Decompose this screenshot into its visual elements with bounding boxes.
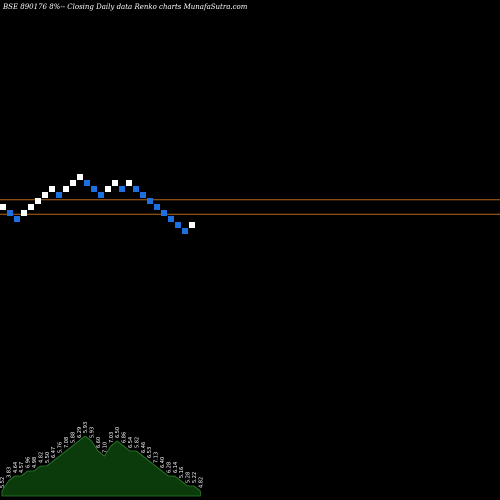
brick-11 bbox=[77, 174, 83, 180]
volume-label-0: 5.52 bbox=[0, 477, 6, 488]
volume-label-15: 6.60 bbox=[96, 437, 102, 448]
volume-label-27: 6.14 bbox=[173, 462, 179, 473]
volume-label-20: 6.54 bbox=[128, 437, 134, 448]
brick-24 bbox=[168, 216, 174, 222]
volume-label-3: 4.57 bbox=[19, 462, 25, 473]
brick-6 bbox=[42, 192, 48, 198]
brick-14 bbox=[98, 192, 104, 198]
brick-0 bbox=[0, 204, 6, 210]
brick-12 bbox=[84, 180, 90, 186]
volume-label-21: 5.82 bbox=[134, 437, 140, 448]
brick-15 bbox=[105, 186, 111, 192]
volume-label-19: 6.86 bbox=[122, 432, 128, 443]
volume-label-5: 4.98 bbox=[32, 457, 38, 468]
volume-panel: 5.523.83 4.64 4.57 6.96 4.98 4.82 5.50 6.47 5.76… bbox=[0, 422, 204, 497]
brick-9 bbox=[63, 186, 69, 192]
brick-17 bbox=[119, 186, 125, 192]
volume-label-12: 6.29 bbox=[77, 427, 83, 438]
volume-label-16: 7.10 bbox=[102, 442, 108, 453]
volume-label-29: 5.28 bbox=[186, 472, 192, 483]
chart-title: BSE 890176 8%-- Closing Daily data Renko… bbox=[2, 3, 248, 11]
brick-2 bbox=[14, 216, 20, 222]
brick-22 bbox=[154, 204, 160, 210]
volume-label-31: 4.82 bbox=[198, 477, 204, 488]
brick-21 bbox=[147, 198, 153, 204]
volume-label-18: 6.50 bbox=[115, 427, 121, 438]
volume-label-25: 6.40 bbox=[160, 457, 166, 468]
level-lines bbox=[0, 199, 500, 215]
renko-bricks bbox=[0, 174, 195, 234]
brick-8 bbox=[56, 192, 62, 198]
volume-label-26: 6.28 bbox=[166, 462, 172, 473]
volume-label-13: 5.93 bbox=[83, 422, 89, 433]
volume-label-1: 3.83 bbox=[6, 467, 12, 478]
volume-label-4: 6.96 bbox=[26, 457, 32, 468]
brick-25 bbox=[175, 222, 181, 228]
volume-label-14: 5.93 bbox=[90, 427, 96, 438]
brick-7 bbox=[49, 186, 55, 192]
volume-area bbox=[1, 435, 201, 497]
volume-label-6: 4.82 bbox=[38, 452, 44, 463]
brick-16 bbox=[112, 180, 118, 186]
brick-26 bbox=[182, 228, 188, 234]
volume-label-2: 4.64 bbox=[13, 462, 19, 473]
brick-1 bbox=[7, 210, 13, 216]
volume-label-8: 6.47 bbox=[51, 447, 57, 458]
brick-4 bbox=[28, 204, 34, 210]
volume-label-11: 5.88 bbox=[70, 432, 76, 443]
brick-27 bbox=[189, 222, 195, 228]
brick-23 bbox=[161, 210, 167, 216]
volume-label-7: 5.50 bbox=[45, 452, 51, 463]
brick-10 bbox=[70, 180, 76, 186]
volume-label-24: 7.13 bbox=[154, 452, 160, 463]
volume-label-9: 5.76 bbox=[58, 442, 64, 453]
brick-3 bbox=[21, 210, 27, 216]
volume-label-17: 7.03 bbox=[109, 432, 115, 443]
brick-19 bbox=[133, 186, 139, 192]
brick-5 bbox=[35, 198, 41, 204]
volume-label-23: 6.53 bbox=[147, 447, 153, 458]
brick-20 bbox=[140, 192, 146, 198]
brick-18 bbox=[126, 180, 132, 186]
brick-13 bbox=[91, 186, 97, 192]
volume-label-30: 5.22 bbox=[192, 472, 198, 483]
volume-label-28: 5.16 bbox=[179, 467, 185, 478]
volume-label-22: 6.46 bbox=[141, 442, 147, 453]
volume-label-10: 7.08 bbox=[64, 437, 70, 448]
